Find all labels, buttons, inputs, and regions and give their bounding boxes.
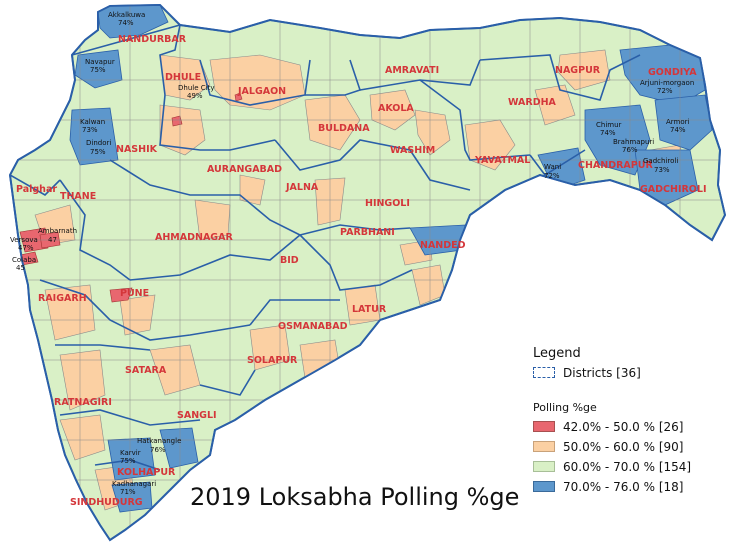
district-label-jalgaon: JALGAON [237,86,286,97]
taluka-value-kadhanagari: 71% [120,488,136,496]
taluka-name-chimur: Chimur [596,121,622,129]
district-boundary-swatch [533,367,555,378]
map-title: 2019 Loksabha Polling %ge [190,483,520,511]
map-legend: Legend Districts [36] Polling %ge 42.0% … [533,346,738,495]
legend-label-50-60: 50.0% - 60.0 % [90] [563,439,684,454]
district-label-nandurbar: NANDURBAR [118,34,187,45]
state-outline [9,4,726,542]
legend-swatch-42-50 [533,421,555,432]
legend-label-42-50: 42.0% - 50.0 % [26] [563,419,684,434]
district-label-osmanabad: OSMANABAD [278,321,348,332]
legend-heading: Legend [533,346,581,361]
taluka-value-akkalkuwa: 74% [118,19,134,27]
district-label-sindhudurg: SINDHUDURG [70,497,143,508]
district-label-dhule: DHULE [165,72,201,83]
taluka-value-dhule-city: 49% [187,92,203,100]
legend-label-70-76: 70.0% - 76.0 % [18] [563,479,684,494]
legend-section-label: Polling %ge [533,401,597,414]
district-label-satara: SATARA [125,365,167,376]
district-label-yavatmal: YAVATMAL [474,155,530,166]
district-label-akola: AKOLA [378,103,414,114]
taluka-name-hatkanangle: Hatkanangle [137,437,181,445]
taluka-value-karvir: 75% [120,457,136,465]
legend-class-row: 42.0% - 50.0 % [26] [533,418,738,435]
taluka-name-navapur: Navapur [85,58,115,66]
taluka-name-akkalkuwa: Akkalkuwa [108,11,145,19]
district-label-palghar: Palghar [16,184,57,195]
legend-boundary-label: Districts [36] [563,365,641,380]
taluka-value-brahmapuri: 76% [622,146,638,154]
taluka-value-chimur: 74% [600,129,616,137]
taluka-value-versova: 47% [18,244,34,252]
district-label-bid: BID [280,255,299,266]
district-label-pune: PUNE [120,288,149,299]
district-label-washim: WASHIM [390,145,435,156]
district-label-nagpur: NAGPUR [555,65,601,76]
taluka-value-gadchiroli: 73% [654,166,670,174]
taluka-value-kalwan: 73% [82,126,98,134]
taluka-value-hatkanangle: 76% [150,446,166,454]
district-label-ahmadnagar: AHMADNAGAR [155,232,233,243]
district-labels: NANDURBAR DHULE JALGAON AMRAVATI NAGPUR … [16,34,706,508]
district-label-raigarh: RAIGARH [38,293,87,304]
taluka-value-ambarnath: 47 [48,236,57,244]
district-label-kolhapur: KOLHAPUR [117,467,176,478]
legend-class-row: 60.0% - 70.0 % [154] [533,458,738,475]
legend-swatch-60-70 [533,461,555,472]
district-label-gadchiroli: GADCHIROLI [640,184,706,195]
taluka-name-dindori: Dindori [86,139,111,147]
taluka-name-brahmapuri: Brahmapuri [613,138,654,146]
district-label-latur: LATUR [352,304,387,315]
class-50-60-areas [34,49,686,511]
district-label-nanded: NANDED [420,240,466,251]
taluka-value-armori: 74% [670,126,686,134]
taluka-name-versova: Versova [10,236,38,244]
taluka-name-gadchiroli: Gadchiroli [643,157,678,165]
taluka-value-dindori: 75% [90,148,106,156]
district-label-aurangabad: AURANGABAD [207,164,282,175]
legend-class-row: 70.0% - 76.0 % [18] [533,478,738,495]
legend-swatch-70-76 [533,481,555,492]
legend-boundary-row: Districts [36] [533,364,738,381]
district-label-gondiya: GONDIYA [648,67,697,78]
district-label-parbhani: PARBHANI [340,227,395,238]
taluka-value-wani: 72% [544,172,560,180]
district-label-amravati: AMRAVATI [385,65,439,76]
taluka-name-ambarnath: Ambarnath [38,227,77,235]
district-label-ratnagiri: RATNAGIRI [54,397,112,408]
taluka-value-colaba: 45 [16,264,25,272]
taluka-value-navapur: 75% [90,66,106,74]
taluka-value-arjuni-morgaon: 72% [657,87,673,95]
district-label-wardha: WARDHA [508,97,557,108]
district-label-nashik: NASHIK [116,144,158,155]
legend-class-row: 50.0% - 60.0 % [90] [533,438,738,455]
taluka-name-kadhanagari: Kadhanagari [112,480,156,488]
class-70-76-areas [69,5,713,513]
district-label-sangli: SANGLI [177,410,217,421]
taluka-name-wani: Wani [544,163,561,171]
taluka-name-dhule-city: Dhule City [178,84,214,92]
taluka-name-armori: Armori [666,118,690,126]
district-label-chandrapur: CHANDRAPUR [578,160,653,171]
taluka-labels: Akkalkuwa 74% Navapur 75% Dhule City 49%… [10,11,694,496]
district-label-solapur: SOLAPUR [247,355,298,366]
district-label-thane: THANE [60,191,96,202]
taluka-name-arjuni-morgaon: Arjuni-morgaon [640,79,694,87]
district-label-jalna: JALNA [285,182,319,193]
taluka-name-kalwan: Kalwan [80,118,105,126]
taluka-name-colaba: Colaba [12,256,36,264]
district-label-buldana: BULDANA [318,123,370,134]
legend-swatch-50-60 [533,441,555,452]
taluka-name-karvir: Karvir [120,449,141,457]
district-label-hingoli: HINGOLI [365,198,410,209]
district-boundaries [10,23,641,471]
legend-label-60-70: 60.0% - 70.0 % [154] [563,459,692,474]
